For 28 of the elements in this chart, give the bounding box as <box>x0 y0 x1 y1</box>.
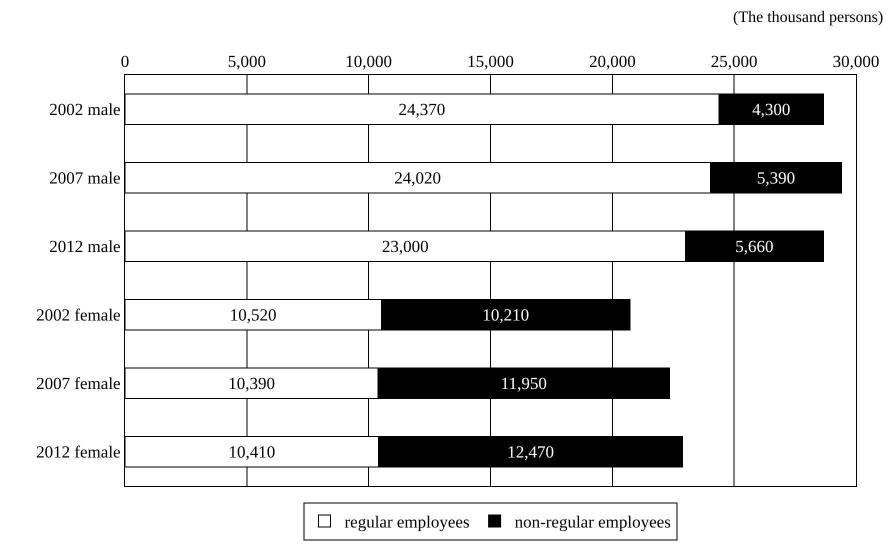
data-label: 24,020 <box>394 168 442 188</box>
legend-label: regular employees <box>344 512 470 532</box>
text: (The thousand persons) <box>733 9 884 26</box>
x-tick-label: 10,000 <box>345 52 392 72</box>
y-tick-label: 2002 male <box>49 100 121 120</box>
y-tick-label: 2002 female <box>36 306 121 325</box>
y-tick-label: 2012 female <box>36 442 121 462</box>
data-label: 12,470 <box>507 442 554 462</box>
x-tick-label: 25,000 <box>710 52 758 72</box>
x-tick-label: 30,000 <box>832 52 880 72</box>
data-label: 10,410 <box>228 442 276 462</box>
data-label: 10,520 <box>230 305 277 324</box>
data-label: 24,370 <box>398 100 446 119</box>
x-tick-label: 5,000 <box>228 52 266 72</box>
data-label: 11,950 <box>500 374 547 393</box>
y-tick-label: 2012 male <box>49 237 121 256</box>
data-label: 5,390 <box>756 168 796 188</box>
x-tick-label: 15,000 <box>467 52 514 72</box>
data-label: 10,210 <box>482 305 530 324</box>
data-label: 23,000 <box>382 236 429 256</box>
y-tick-label: 2007 female <box>36 374 121 394</box>
legend-label: non-regular employees <box>514 512 671 532</box>
y-tick-label: 2007 male <box>49 168 121 188</box>
data-label: 4,300 <box>752 100 790 119</box>
data-label: 10,390 <box>228 374 275 393</box>
x-tick-label: 20,000 <box>588 52 636 72</box>
data-label: 5,660 <box>735 236 774 256</box>
x-tick-label: 0 <box>120 52 130 72</box>
